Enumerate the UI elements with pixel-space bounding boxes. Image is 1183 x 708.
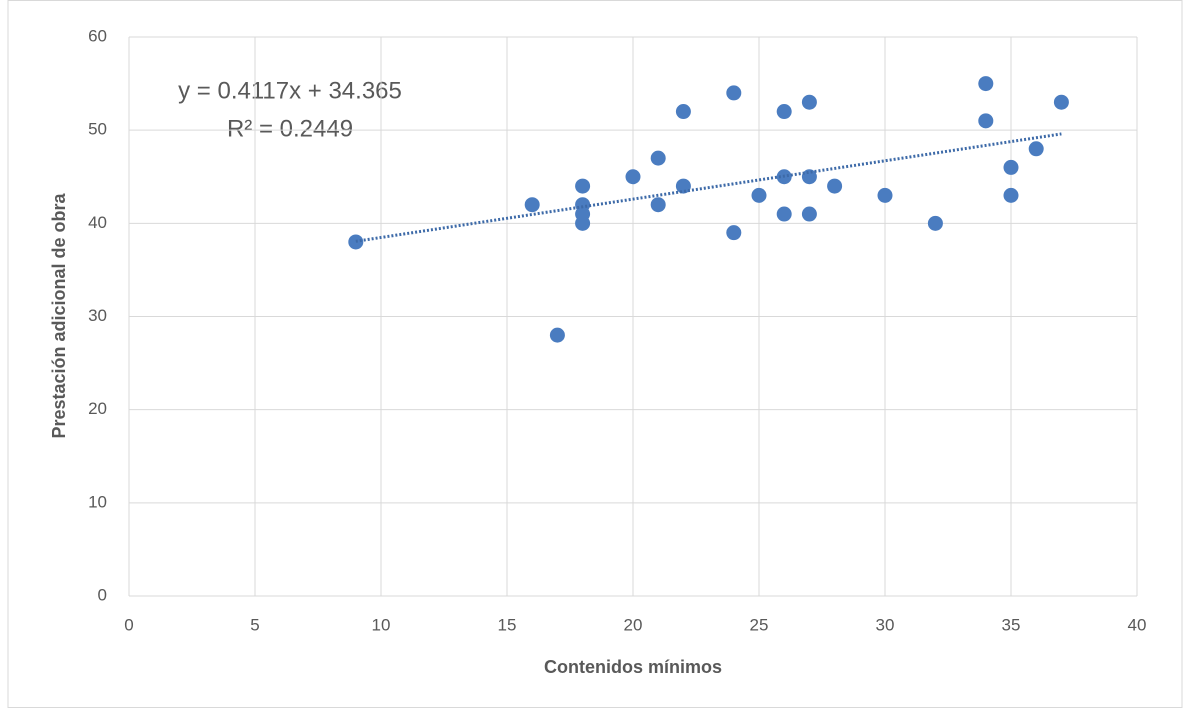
point bbox=[524, 197, 540, 213]
point bbox=[675, 178, 691, 194]
point bbox=[776, 104, 792, 120]
point bbox=[675, 104, 691, 120]
point bbox=[776, 206, 792, 222]
point bbox=[978, 113, 994, 129]
point bbox=[927, 215, 943, 231]
point bbox=[549, 327, 565, 343]
y-tick-label: 10 bbox=[88, 492, 107, 511]
y-tick-label: 20 bbox=[88, 399, 107, 418]
point bbox=[751, 187, 767, 203]
trendline-equation: y = 0.4117x + 34.365 bbox=[178, 77, 402, 104]
x-tick-label: 20 bbox=[624, 615, 643, 634]
point bbox=[625, 169, 641, 185]
point bbox=[877, 187, 893, 203]
y-tick-label: 0 bbox=[98, 585, 107, 604]
trendline bbox=[355, 132, 1062, 243]
point bbox=[1003, 159, 1019, 175]
point bbox=[978, 76, 994, 92]
point bbox=[1028, 141, 1044, 157]
point bbox=[1053, 94, 1069, 110]
point bbox=[348, 234, 364, 250]
chart-frame bbox=[7, 0, 1183, 708]
x-tick-label: 25 bbox=[750, 615, 769, 634]
point bbox=[801, 206, 817, 222]
point bbox=[650, 150, 666, 166]
x-tick-label: 35 bbox=[1002, 615, 1021, 634]
point bbox=[801, 169, 817, 185]
point bbox=[1003, 187, 1019, 203]
x-tick-label: 10 bbox=[372, 615, 391, 634]
point bbox=[575, 178, 591, 194]
y-tick-label: 40 bbox=[88, 213, 107, 232]
x-tick-label: 0 bbox=[124, 615, 133, 634]
point bbox=[801, 94, 817, 110]
point bbox=[827, 178, 843, 194]
point bbox=[726, 225, 742, 241]
point bbox=[726, 85, 742, 101]
y-tick-label: 30 bbox=[88, 306, 107, 325]
r-squared: R² = 0.2449 bbox=[227, 115, 353, 142]
y-tick-label: 60 bbox=[88, 26, 107, 45]
y-axis-title: Prestación adicional de obra bbox=[49, 192, 69, 438]
point bbox=[650, 197, 666, 213]
point bbox=[575, 215, 591, 231]
x-tick-label: 40 bbox=[1128, 615, 1147, 634]
x-tick-label: 30 bbox=[876, 615, 895, 634]
x-axis-title: Contenidos mínimos bbox=[544, 657, 722, 677]
x-tick-label: 5 bbox=[250, 615, 259, 634]
y-tick-label: 50 bbox=[88, 120, 107, 139]
x-tick-label: 15 bbox=[498, 615, 517, 634]
